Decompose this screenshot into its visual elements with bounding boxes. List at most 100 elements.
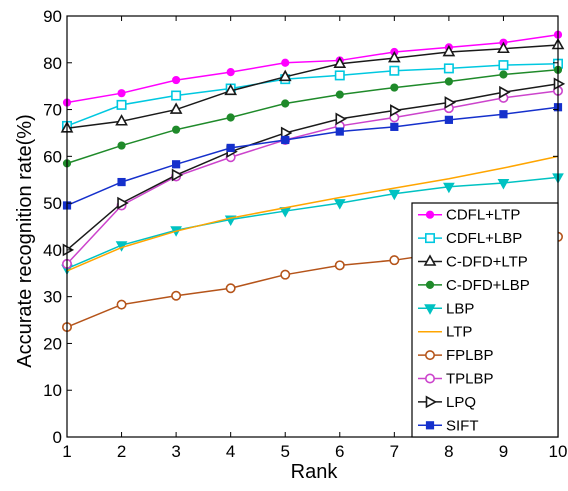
legend-entry: CDFL+LTP: [418, 207, 520, 224]
series-line: [66, 83, 559, 251]
legend-marker: [425, 421, 435, 430]
legend: CDFL+LTP CDFL+LBP C-DFD+LTP C-DFD+LBP LBP LTP…: [411, 202, 559, 438]
legend-label: LPQ: [446, 394, 476, 411]
legend-entry: CDFL+LBP: [418, 230, 522, 247]
y-axis-label: Accurate recognition rate(%): [14, 114, 36, 367]
data-point: [497, 178, 510, 190]
data-point: [388, 189, 401, 201]
legend-label: SIFT: [446, 417, 479, 434]
data-point: [333, 56, 347, 69]
legend-entry: LPQ: [418, 394, 476, 411]
legend-marker: [425, 210, 435, 219]
data-point: [117, 196, 129, 210]
x-tick-label: 10: [549, 442, 568, 461]
x-tick-label: 4: [226, 442, 235, 461]
data-point: [498, 60, 509, 71]
data-point: [390, 122, 399, 131]
data-point: [226, 113, 235, 122]
legend-entry: TPLBP: [418, 371, 494, 388]
data-point: [499, 70, 508, 79]
data-point: [225, 283, 236, 294]
legend-marker: [425, 395, 438, 409]
x-tick-label: 1: [62, 442, 71, 461]
data-point: [334, 260, 345, 271]
data-point: [389, 65, 400, 76]
legend-entry: C-DFD+LBP: [418, 277, 530, 294]
legend-marker: [423, 254, 437, 266]
data-point: [335, 112, 347, 126]
series-line: [66, 62, 559, 127]
y-tick-label: 80: [43, 54, 62, 73]
y-tick-label: 40: [43, 241, 62, 260]
data-point: [280, 126, 293, 140]
legend-label: CDFL+LBP: [446, 230, 522, 247]
axes: 1 2 3 4 5 6 7 8 9 10 0 10 20 30 40 50 60 70 80 90: [43, 7, 567, 461]
data-point: [444, 96, 457, 109]
series-line: [66, 106, 559, 207]
data-point: [390, 104, 402, 117]
x-tick-label: 3: [171, 442, 180, 461]
y-tick-label: 10: [43, 381, 62, 400]
legend-label: TPLBP: [446, 371, 494, 388]
data-point: [390, 83, 399, 92]
series-ltp: [66, 155, 559, 272]
data-point: [169, 102, 183, 114]
legend-entry: LTP: [418, 324, 472, 341]
y-tick-label: 90: [43, 7, 62, 26]
legend-entry: C-DFD+LTP: [418, 254, 528, 271]
data-point: [281, 99, 290, 108]
data-point: [443, 63, 454, 74]
data-point: [171, 168, 184, 182]
data-point: [117, 141, 126, 150]
data-point: [117, 177, 126, 187]
data-point: [281, 58, 290, 67]
data-point: [499, 110, 508, 119]
data-point: [443, 182, 455, 194]
data-point: [444, 77, 453, 86]
data-point: [117, 89, 126, 98]
y-tick-label: 50: [43, 194, 62, 213]
data-point: [116, 299, 127, 310]
data-point: [115, 114, 128, 126]
series-cdfl-ltp: [62, 30, 563, 107]
series-line: [66, 69, 559, 165]
y-tick-label: 70: [43, 101, 62, 120]
legend-entry: LBP: [418, 300, 474, 317]
legend-marker: [424, 304, 436, 315]
data-point: [499, 85, 511, 99]
data-point: [387, 50, 401, 63]
legend-box: [411, 202, 559, 438]
data-point: [333, 199, 346, 210]
y-tick-label: 30: [43, 288, 62, 307]
data-point: [171, 290, 182, 301]
data-point: [224, 83, 238, 96]
data-point: [389, 255, 400, 266]
legend-marker: [424, 373, 435, 384]
legend-marker: [424, 350, 435, 361]
data-point: [281, 135, 290, 145]
data-point: [172, 75, 181, 85]
x-tick-label: 7: [390, 442, 399, 461]
series-line: [66, 44, 559, 130]
legend-entry: FPLBP: [418, 347, 494, 364]
data-point: [442, 44, 456, 57]
data-point: [172, 125, 181, 134]
legend-label: FPLBP: [446, 347, 494, 364]
y-tick-label: 20: [43, 334, 62, 353]
y-tick-label: 60: [43, 147, 62, 166]
legend-label: C-DFD+LTP: [446, 254, 528, 271]
data-point: [278, 69, 292, 82]
legend-label: CDFL+LTP: [446, 207, 520, 224]
x-tick-label: 8: [444, 442, 453, 461]
legend-entry: SIFT: [418, 417, 479, 434]
legend-label: LBP: [446, 300, 474, 317]
data-point: [497, 41, 510, 54]
legend-marker: [425, 280, 435, 289]
series-line: [66, 155, 559, 272]
y-tick-label: 0: [53, 428, 62, 447]
data-point: [334, 70, 345, 81]
series-line: [66, 176, 559, 270]
legend-label: LTP: [446, 324, 472, 341]
x-axis-label: Rank: [291, 461, 339, 483]
